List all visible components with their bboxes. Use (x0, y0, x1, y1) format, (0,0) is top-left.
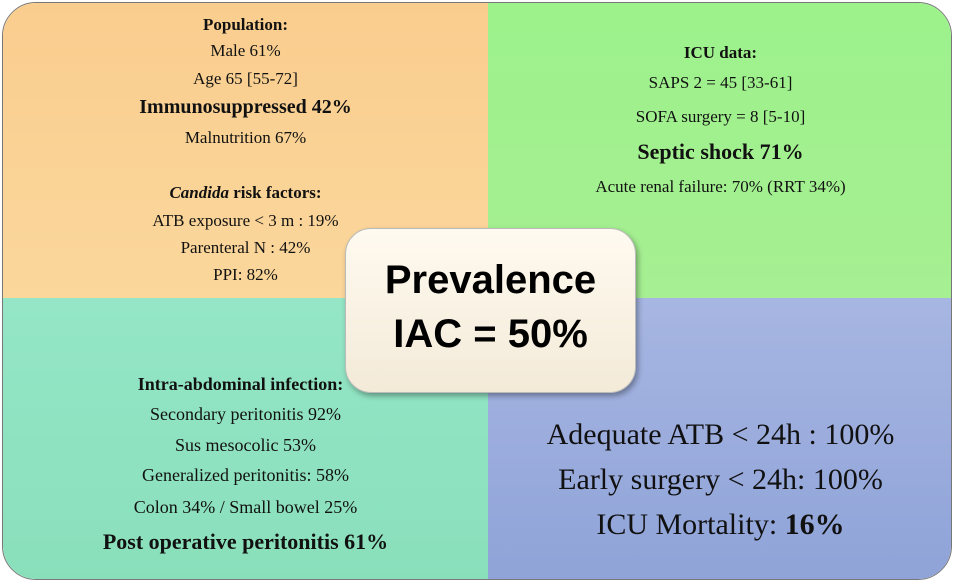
title: Intra-abdominal infection: (137, 374, 344, 394)
line: Acute renal failure: 70% (RRT 34%) (595, 177, 846, 196)
line2: IAC = 50% (393, 312, 588, 356)
line: Early surgery < 24h: 100% (558, 463, 883, 496)
mortality: ICU Mortality: 16% (488, 508, 951, 542)
risk-title: Candida risk factors: (3, 183, 488, 203)
line: ATB exposure < 3 m : 19% (152, 211, 339, 230)
population-quadrant: Population: Male 61% Age 65 [55-72] Immu… (3, 3, 488, 298)
rest: risk factors: (229, 183, 322, 202)
value: 16% (784, 508, 845, 541)
line1: Prevalence (384, 258, 597, 302)
line: Secondary peritonitis 92% (150, 404, 341, 424)
highlight: Post operative peritonitis 61% (102, 529, 389, 554)
line: SOFA surgery = 8 [5-10] (635, 107, 806, 126)
italic: Candida (169, 183, 229, 202)
line: Sus mesocolic 53% (175, 435, 316, 455)
center-box: Prevalence IAC = 50% (345, 228, 636, 393)
line: Parenteral N : 42% (180, 238, 311, 257)
highlight: Septic shock 71% (637, 139, 804, 164)
line: SAPS 2 = 45 [33-61] (648, 73, 793, 92)
label: ICU Mortality: (596, 508, 785, 541)
line: Colon 34% / Small bowel 25% (133, 497, 358, 517)
line: Adequate ATB < 24h : 100% (546, 418, 895, 451)
line: Age 65 [55-72] (193, 69, 298, 88)
line: PPI: 82% (213, 265, 278, 284)
highlight: Immunosuppressed 42% (139, 96, 352, 118)
title: Population: (202, 15, 289, 34)
infection-quadrant: Intra-abdominal infection: Secondary per… (3, 298, 488, 579)
icu-quadrant: ICU data: SAPS 2 = 45 [33-61] SOFA surge… (488, 3, 951, 298)
line: Malnutrition 67% (184, 128, 307, 147)
line: Male 61% (210, 41, 281, 60)
line: Generalized peritonitis: 58% (142, 465, 349, 485)
title: ICU data: (683, 43, 758, 62)
